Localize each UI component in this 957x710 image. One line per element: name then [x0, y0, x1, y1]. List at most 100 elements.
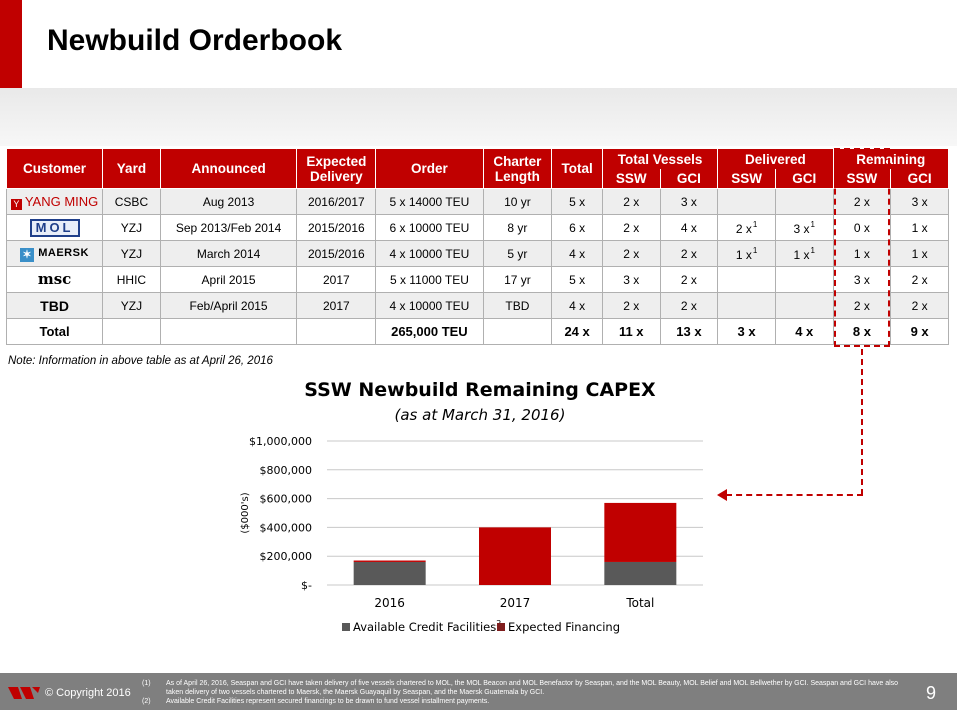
cell-del-gci [774, 266, 834, 293]
total-tv-ssw: 11 x [601, 318, 661, 345]
orderbook-table: Customer Yard Announced Expected Deliver… [5, 148, 950, 345]
header-yard: Yard [102, 148, 161, 189]
cell-rem-gci: 3 x [890, 188, 949, 215]
cell-rem-gci: 2 x [890, 266, 949, 293]
header-announced: Announced [159, 148, 298, 189]
header-charter-length: Charter Length [482, 148, 553, 189]
cell-delivery: 2015/2016 [296, 240, 377, 267]
footnote-number: (1) [142, 680, 151, 687]
cell-announced: April 2015 [159, 266, 298, 293]
header-rem-gci: GCI [890, 169, 949, 189]
y-tick-label: $200,000 [260, 550, 313, 563]
cell-tv-gci: 2 x [659, 266, 719, 293]
cell-tv-gci: 4 x [659, 214, 719, 241]
total-rem-ssw: 8 x [832, 318, 892, 345]
cell-del-gci [774, 292, 834, 319]
header-remaining: Remaining [832, 148, 950, 169]
cell-rem-ssw: 0 x [832, 214, 892, 241]
cell-del-gci: 3 x1 [774, 214, 834, 241]
cell-yard: YZJ [102, 214, 161, 241]
footnote-marker: 1 [752, 245, 758, 255]
header-del-gci: GCI [774, 169, 834, 189]
y-axis-label: ($000's) [240, 492, 251, 533]
footnote-2: (2) Available Credit Facilities represen… [142, 698, 902, 707]
cell-order: 5 x 11000 TEU [375, 266, 484, 293]
bar-expected-financing [353, 560, 426, 562]
cell-empty [159, 318, 298, 345]
cell-delivery: 2016/2017 [296, 188, 377, 215]
legend-label: Available Credit Facilities2 [353, 619, 501, 634]
cell-rem-ssw: 3 x [832, 266, 892, 293]
del-gci-value: 3 x [793, 221, 810, 236]
header-charter-line2: Length [494, 168, 540, 184]
maersk-star-icon: ✶ [20, 248, 35, 262]
cell-order: 4 x 10000 TEU [375, 240, 484, 267]
cell-tv-gci: 2 x [659, 292, 719, 319]
bar-credit-facilities [604, 561, 677, 585]
callout-arrow-horizontal [726, 494, 863, 496]
y-tick-label: $- [301, 579, 312, 592]
cell-del-ssw [717, 266, 776, 293]
y-tick-label: $600,000 [260, 493, 313, 506]
x-tick-label: 2017 [500, 596, 531, 610]
table-row: msc HHIC April 2015 2017 5 x 11000 TEU 1… [5, 266, 949, 293]
y-tick-label: $400,000 [260, 521, 313, 534]
header-rem-ssw: SSW [832, 169, 892, 189]
legend-label: Expected Financing [508, 620, 620, 634]
header-expected-line1: Expected [306, 153, 367, 169]
cell-empty [296, 318, 377, 345]
bar-expected-financing [604, 502, 677, 562]
cell-yard: CSBC [102, 188, 161, 215]
bar-credit-facilities [353, 561, 426, 585]
total-order: 265,000 TEU [375, 318, 484, 345]
callout-arrow-vertical [861, 349, 863, 495]
total-del-gci: 4 x [774, 318, 834, 345]
footnote-number: (2) [142, 697, 151, 705]
yang-ming-logo-icon: Y [10, 198, 22, 210]
cell-announced: Feb/April 2015 [159, 292, 298, 319]
total-total: 24 x [551, 318, 603, 345]
footnote-text: Available Credit Facilities represent se… [166, 697, 490, 705]
cell-rem-ssw: 2 x [832, 292, 892, 319]
left-accent-bar [0, 0, 22, 88]
cell-rem-gci: 1 x [890, 214, 949, 241]
header-total: Total [551, 148, 603, 189]
cell-customer: TBD [5, 292, 104, 319]
footnotes: (1) As of April 26, 2016, Seaspan and GC… [142, 680, 902, 706]
cell-empty [102, 318, 161, 345]
cell-delivery: 2015/2016 [296, 214, 377, 241]
header-total-vessels: Total Vessels [601, 148, 719, 169]
bar-expected-financing [479, 527, 551, 585]
cell-delivery: 2017 [296, 292, 377, 319]
cell-total: 6 x [551, 214, 603, 241]
del-ssw-value: 1 x [735, 247, 752, 262]
chart-title: SSW Newbuild Remaining CAPEX [304, 379, 656, 401]
header-gradient-band [0, 88, 957, 146]
cell-yard: YZJ [102, 292, 161, 319]
footnote-1: (1) As of April 26, 2016, Seaspan and GC… [142, 680, 902, 698]
header-delivered: Delivered [717, 148, 834, 169]
cell-del-ssw [717, 188, 776, 215]
cell-tv-ssw: 2 x [601, 240, 661, 267]
total-rem-gci: 9 x [890, 318, 949, 345]
cell-rem-ssw: 1 x [832, 240, 892, 267]
cell-tv-ssw: 3 x [601, 266, 661, 293]
page-title: Newbuild Orderbook [47, 24, 343, 57]
cell-announced: Sep 2013/Feb 2014 [159, 214, 298, 241]
cell-del-gci [774, 188, 834, 215]
cell-delivery: 2017 [296, 266, 377, 293]
header-order: Order [375, 148, 484, 189]
cell-charter: 5 yr [482, 240, 553, 267]
copyright-text: © Copyright 2016 [45, 687, 131, 699]
cell-announced: Aug 2013 [159, 188, 298, 215]
cell-order: 5 x 14000 TEU [375, 188, 484, 215]
legend-swatch [497, 623, 505, 631]
cell-total: 5 x [551, 188, 603, 215]
cell-total: 5 x [551, 266, 603, 293]
msc-logo-icon: msc [37, 269, 72, 288]
header-tv-ssw: SSW [601, 169, 661, 189]
header-del-ssw: SSW [717, 169, 776, 189]
cell-del-ssw [717, 292, 776, 319]
footnote-marker: 1 [810, 219, 815, 229]
cell-total: 4 x [551, 292, 603, 319]
